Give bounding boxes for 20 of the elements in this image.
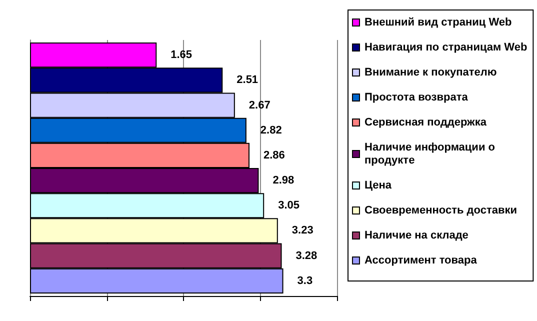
data-label: 2.98	[272, 174, 294, 187]
legend-label: Наличие на складе	[364, 230, 468, 242]
legend-label: Ассортимент товара	[364, 254, 478, 266]
legend-label: Внешний вид страниц Web	[364, 16, 512, 28]
legend-label: Внимание к покупателю	[364, 66, 497, 78]
legend-label: Цена	[364, 180, 392, 192]
data-label: 2.86	[264, 149, 285, 162]
data-label: 3.3	[297, 274, 313, 287]
data-label: 1.65	[170, 49, 192, 62]
data-label: 2.82	[260, 124, 282, 136]
legend-label: Простота возврата	[364, 92, 469, 104]
legend-label: Своевременность доставки	[364, 204, 518, 216]
data-label: 2.67	[248, 99, 270, 112]
data-label: 2.51	[236, 74, 258, 86]
data-label: 3.28	[296, 250, 318, 262]
data-label: 3.05	[278, 200, 300, 212]
legend-label: Наличие информации о продукте	[364, 142, 496, 166]
legend-label: Навигация по страницам Web	[364, 42, 528, 54]
data-label: 3.23	[292, 224, 314, 237]
legend-label: Сервисная поддержка	[364, 116, 488, 128]
